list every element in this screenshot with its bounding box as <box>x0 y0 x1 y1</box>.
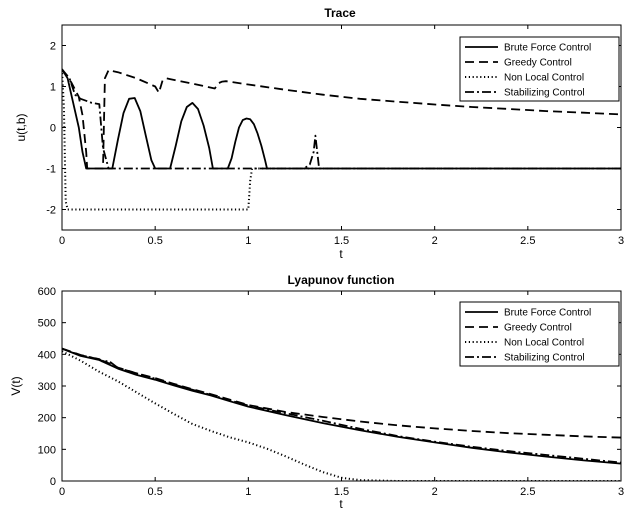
lyapunov-plot-area <box>62 347 621 481</box>
trace-x-tick-label: 2.5 <box>520 235 535 247</box>
lyapunov-ticks: 0 0.5 1 1.5 2 2.5 3 0 100 200 300 400 500 600 <box>38 286 624 498</box>
lyapunov-legend: Brute Force Control Greedy Control Non Loc… <box>459 301 620 367</box>
lyapunov-legend-label-greedy-control: Greedy Control <box>504 323 572 334</box>
lyapunov-legend-label-brute-force-control: Brute Force Control <box>504 308 591 319</box>
lyapunov-panel: Lyapunov function 0 0.5 1 1.5 2 2.5 3 0 100 200 30… <box>9 273 624 511</box>
lyapunov-x-axis-label: t <box>339 497 343 511</box>
lyapunov-series-brute-force-control <box>62 347 621 465</box>
trace-legend-box <box>459 36 620 102</box>
trace-y-axis-label: u(t,b) <box>14 113 28 141</box>
trace-y-tick-label: 2 <box>50 41 56 53</box>
trace-y-tick-label: 0 <box>50 123 56 135</box>
lyapunov-legend-label-stabilizing-control: Stabilizing Control <box>504 353 585 364</box>
lyapunov-x-tick-label: 2.5 <box>520 486 535 498</box>
trace-y-tick-label: -1 <box>46 164 56 176</box>
lyapunov-y-tick-label: 0 <box>50 476 56 488</box>
lyapunov-y-tick-label: 500 <box>38 318 56 330</box>
trace-x-axis-label: t <box>339 247 343 261</box>
lyapunov-series-non-local-control <box>62 350 621 481</box>
lyapunov-x-tick-label: 2 <box>432 486 438 498</box>
trace-x-tick-label: 1 <box>245 235 251 247</box>
trace-legend-label-stabilizing-control: Stabilizing Control <box>504 88 585 99</box>
trace-title: Trace <box>324 6 356 20</box>
trace-y-tick-label: -2 <box>46 205 56 217</box>
trace-ticks: 0 0.5 1 1.5 2 2.5 3 -2 -1 0 1 2 <box>46 25 624 247</box>
lyapunov-legend-label-non-local-control: Non Local Control <box>504 338 584 349</box>
lyapunov-x-tick-label: 1 <box>245 486 251 498</box>
trace-series-non-local-control <box>62 69 621 211</box>
trace-plot-area <box>62 68 621 211</box>
trace-legend-label-brute-force-control: Brute Force Control <box>504 43 591 54</box>
lyapunov-y-tick-label: 400 <box>38 349 56 361</box>
lyapunov-x-tick-label: 1.5 <box>334 486 349 498</box>
trace-x-tick-label: 3 <box>618 235 624 247</box>
lyapunov-x-tick-label: 3 <box>618 486 624 498</box>
lyapunov-series-stabilizing-control <box>62 347 621 464</box>
trace-y-tick-label: 1 <box>50 82 56 94</box>
lyapunov-series-greedy-control <box>62 347 621 439</box>
lyapunov-y-tick-label: 300 <box>38 381 56 393</box>
lyapunov-title: Lyapunov function <box>288 273 395 287</box>
trace-x-tick-label: 0.5 <box>148 235 163 247</box>
trace-legend-label-non-local-control: Non Local Control <box>504 73 584 84</box>
trace-series-greedy-control <box>62 68 621 170</box>
trace-series-stabilizing-control <box>62 68 621 170</box>
trace-x-tick-label: 2 <box>432 235 438 247</box>
trace-panel: Trace 0 0.5 1 1.5 2 2.5 3 -2 -1 0 1 2 t u(t,b) Brut… <box>14 6 624 261</box>
trace-legend-label-greedy-control: Greedy Control <box>504 58 572 69</box>
lyapunov-y-tick-label: 100 <box>38 444 56 456</box>
lyapunov-y-axis-label: V(t) <box>9 376 23 395</box>
lyapunov-y-tick-label: 600 <box>38 286 56 298</box>
trace-legend: Brute Force Control Greedy Control Non Loc… <box>459 36 620 102</box>
lyapunov-x-tick-label: 0 <box>59 486 65 498</box>
trace-x-tick-label: 1.5 <box>334 235 349 247</box>
lyapunov-y-tick-label: 200 <box>38 413 56 425</box>
lyapunov-x-tick-label: 0.5 <box>148 486 163 498</box>
trace-x-tick-label: 0 <box>59 235 65 247</box>
